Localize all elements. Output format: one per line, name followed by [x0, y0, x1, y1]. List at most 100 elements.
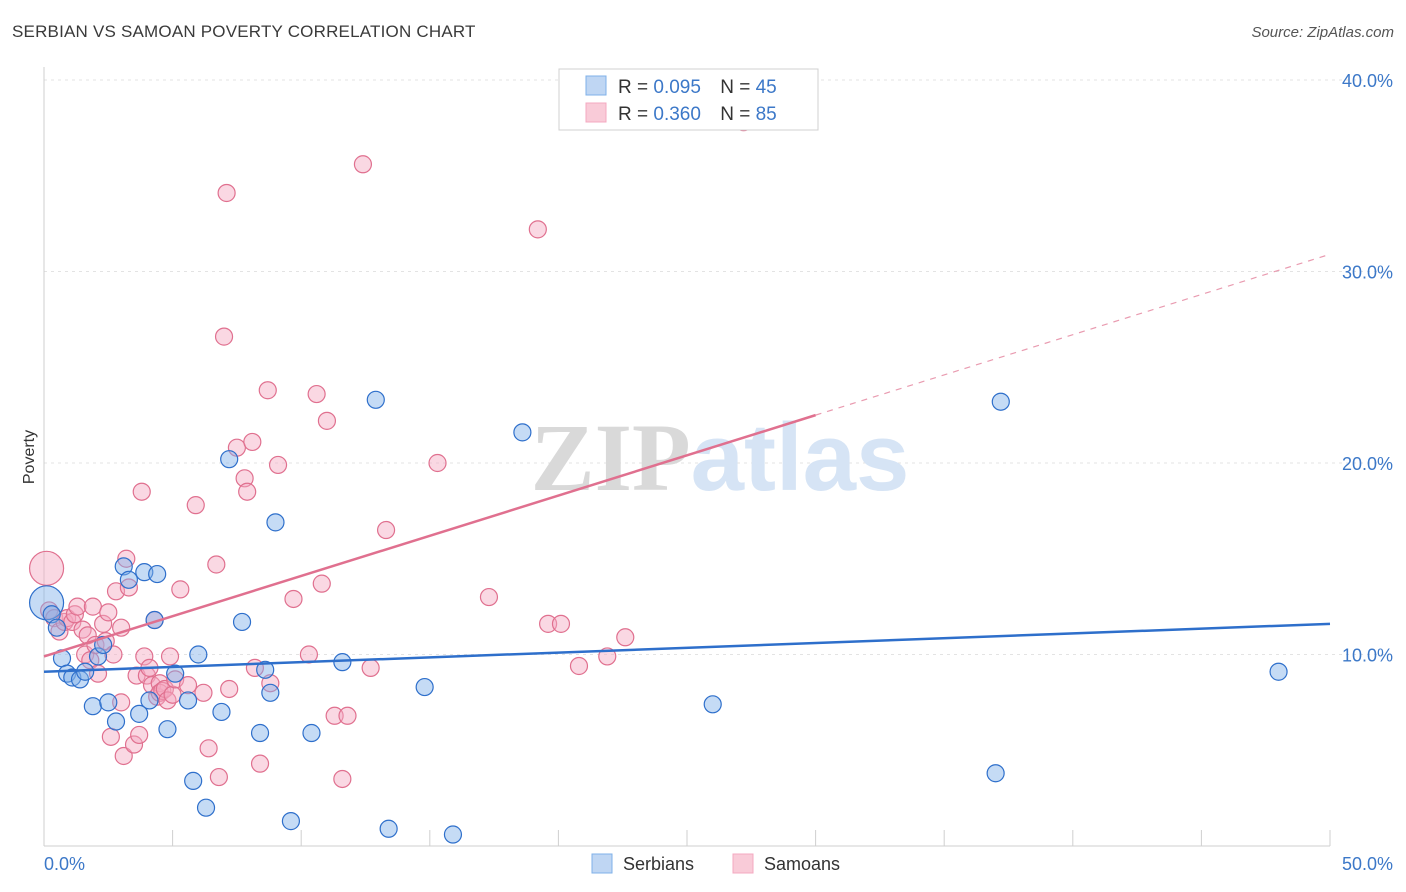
legend-r-label: R = [618, 104, 648, 125]
samoans-point [268, 455, 288, 475]
serbians-point [703, 695, 722, 714]
serbians-point [178, 691, 198, 710]
serbians-point [106, 712, 126, 731]
samoans-point [158, 691, 177, 710]
grid-lines [44, 79, 1393, 655]
serbians-point [148, 564, 167, 584]
serbians-point [991, 392, 1010, 411]
serbians-point [250, 723, 270, 743]
serbians-point [443, 825, 463, 844]
serbians-point [47, 618, 66, 637]
samoans-point [539, 614, 558, 633]
samoans-points [28, 113, 753, 789]
serbians-point [184, 771, 203, 790]
samoans-point [317, 411, 337, 430]
serbians-point [366, 390, 385, 409]
serbians-point [130, 704, 149, 723]
serbians-point [266, 513, 285, 532]
samoans-trend-extension [815, 253, 1331, 416]
samoans-point [124, 735, 144, 754]
legend-n-value: 45 [756, 77, 777, 98]
samoans-point [243, 432, 262, 452]
serbians-point [513, 423, 532, 442]
samoans-point [325, 706, 344, 725]
serbians-point [415, 677, 434, 697]
source-credit: Source: ZipAtlas.com [1251, 24, 1394, 41]
trend-lines [43, 253, 1331, 673]
serbians-point [196, 798, 216, 817]
legend-r-value: 0.360 [653, 104, 701, 125]
serbians-trend-line [43, 622, 1331, 673]
serbians-point [76, 662, 95, 681]
serbians-point [1269, 662, 1288, 681]
legend-row-samoans: R = 0.360 N = 85 [618, 104, 777, 125]
samoans-point [361, 658, 380, 678]
samoans-point [238, 482, 257, 501]
samoans-point [479, 587, 499, 607]
legend-n-label: N = [720, 77, 750, 98]
samoans-point [258, 381, 277, 400]
series-legend: Serbians Samoans [591, 853, 840, 874]
x-tick-label-min: 0.0% [44, 854, 85, 874]
samoans-point [171, 580, 190, 599]
serbians-point [42, 605, 61, 624]
legend-r-value: 0.095 [653, 77, 701, 98]
serbians-point [99, 693, 118, 712]
samoans-legend-swatch [732, 853, 754, 874]
samoans-point [99, 603, 118, 622]
serbians-point [986, 764, 1005, 783]
y-tick-labels: 10.0% 20.0% 30.0% 40.0% [1342, 71, 1393, 666]
serbians-point [94, 635, 113, 655]
y-tick-label: 20.0% [1342, 454, 1393, 474]
serbians-point [166, 664, 185, 683]
serbians-point [83, 697, 102, 716]
x-ticks [172, 830, 1331, 846]
samoans-point [428, 453, 447, 473]
serbians-point [114, 557, 133, 576]
legend-row-serbians: R = 0.095 N = 45 [618, 77, 777, 98]
samoans-point [160, 647, 180, 666]
samoans-point [186, 496, 205, 515]
samoans-point [353, 155, 373, 174]
samoans-point [132, 482, 151, 501]
samoans-point [178, 676, 198, 695]
stats-legend: R = 0.095 N = 45 R = 0.360 N = 85 [558, 68, 819, 131]
serbians-swatch [585, 75, 607, 96]
serbians-point [379, 819, 398, 838]
samoans-point [217, 183, 236, 203]
samoans-point [338, 706, 357, 725]
legend-n-label: N = [720, 104, 750, 125]
serbians-point [302, 723, 321, 743]
samoans-point [333, 769, 352, 789]
serbians-point [232, 612, 252, 632]
samoans-point [119, 578, 138, 597]
serbians-point [28, 585, 65, 621]
y-axis-label: Poverty [21, 430, 38, 484]
samoans-point [101, 727, 120, 746]
samoans-point [220, 679, 239, 699]
samoans-point [135, 647, 154, 666]
serbians-legend-label: Serbians [623, 854, 694, 874]
chart-title: SERBIAN VS SAMOAN POVERTY CORRELATION CH… [12, 22, 476, 41]
samoans-point [235, 469, 254, 488]
legend-n-value: 85 [756, 104, 777, 125]
serbians-point [158, 720, 177, 739]
samoans-point [28, 550, 65, 586]
serbians-point [256, 660, 275, 679]
samoans-point [261, 674, 280, 693]
y-tick-label: 30.0% [1342, 263, 1393, 283]
samoans-point [73, 620, 92, 639]
samoans-point [250, 754, 270, 773]
samoans-point [68, 597, 87, 616]
serbians-point [119, 570, 138, 589]
samoans-point [307, 384, 326, 404]
serbians-point [88, 647, 108, 666]
legend-r-label: R = [618, 77, 648, 98]
samoans-point [112, 693, 131, 712]
watermark: ZIPatlas [531, 404, 910, 511]
samoans-point [209, 767, 228, 787]
samoans-point [130, 725, 149, 745]
samoans-point [207, 555, 226, 574]
serbians-point [189, 645, 208, 664]
